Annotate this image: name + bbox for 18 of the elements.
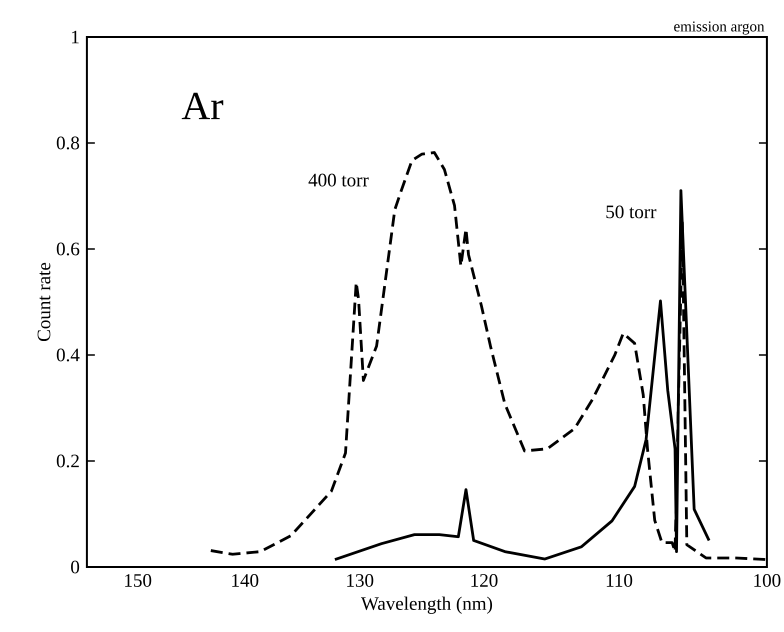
x-tick-label: 130 bbox=[347, 574, 374, 587]
series-label: 400 torr bbox=[308, 174, 369, 187]
x-tick-label: 110 bbox=[606, 574, 632, 587]
annotation: Ar bbox=[182, 92, 224, 120]
x-tick-label: 140 bbox=[232, 574, 258, 587]
x-tick-label: 120 bbox=[471, 574, 498, 587]
y-tick-label: 1 bbox=[72, 30, 79, 44]
x-axis-title: Wavelength (nm) bbox=[360, 596, 492, 614]
y-tick-label: 0.6 bbox=[56, 242, 80, 256]
y-tick-label: 0.4 bbox=[56, 348, 80, 362]
y-tick-label: 0.2 bbox=[56, 454, 79, 468]
x-tick-label: 100 bbox=[754, 574, 780, 587]
chart-title: emission argon bbox=[674, 21, 764, 35]
y-tick-label: 0.8 bbox=[56, 136, 80, 150]
y-tick-label: 0 bbox=[71, 560, 80, 574]
y-axis-title: Count rate bbox=[38, 262, 50, 342]
x-tick-label: 150 bbox=[125, 574, 152, 587]
series-label: 50 torr bbox=[606, 205, 656, 218]
